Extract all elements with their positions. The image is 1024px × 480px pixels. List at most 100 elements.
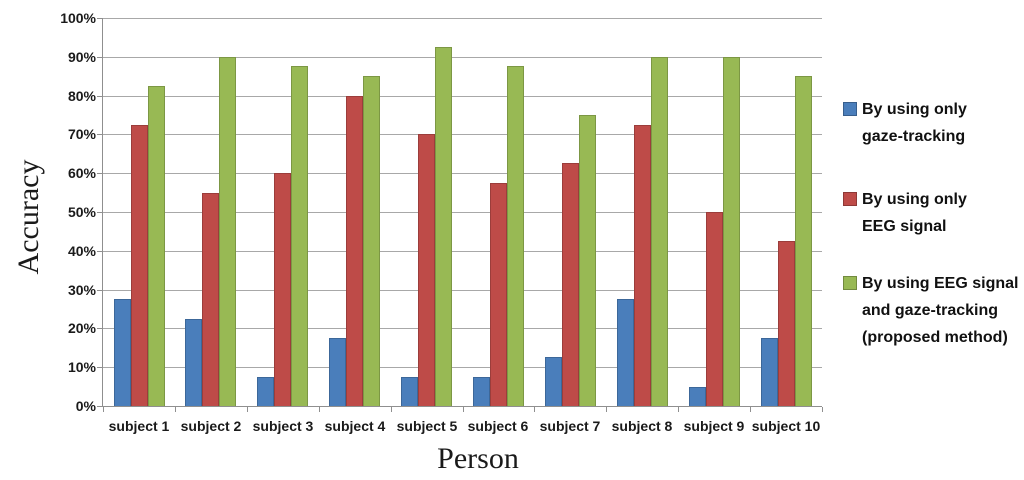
bar-subject-10-series-3 xyxy=(795,76,812,406)
x-axis-category-label: subject 7 xyxy=(539,418,601,434)
y-axis-tick-label: 10% xyxy=(67,359,96,375)
bar-subject-3-series-1 xyxy=(257,377,274,406)
bar-subject-9-series-1 xyxy=(689,387,706,406)
bar-subject-8-series-2 xyxy=(634,125,651,406)
y-axis-tick-70 xyxy=(97,134,102,135)
y-axis-tick-label: 30% xyxy=(67,282,96,298)
legend-label-line: EEG signal xyxy=(862,218,947,235)
y-axis-tick-60 xyxy=(97,173,102,174)
legend-entry-1: By using only gaze-tracking xyxy=(843,96,967,150)
bar-subject-3-series-2 xyxy=(274,173,291,406)
x-axis-tick-10 xyxy=(822,407,823,412)
y-axis-tick-label: 60% xyxy=(67,165,96,181)
x-axis-tick-2 xyxy=(247,407,248,412)
legend-label-line: By using EEG signal xyxy=(862,275,1019,292)
bar-subject-9-series-3 xyxy=(723,57,740,406)
legend-entry-2: By using only EEG signal xyxy=(843,186,967,240)
y-axis-tick-20 xyxy=(97,328,102,329)
bar-subject-7-series-3 xyxy=(579,115,596,406)
x-axis-tick-3 xyxy=(319,407,320,412)
x-axis-tick-9 xyxy=(750,407,751,412)
y-axis-tick-50 xyxy=(97,212,102,213)
gridline-70 xyxy=(103,134,822,135)
x-axis-tick-4 xyxy=(391,407,392,412)
x-axis-tick-0 xyxy=(103,407,104,412)
x-axis-category-label: subject 8 xyxy=(611,418,673,434)
legend-label-line: and gaze-tracking xyxy=(862,302,999,319)
bar-subject-7-series-2 xyxy=(562,163,579,406)
bar-subject-1-series-1 xyxy=(114,299,131,406)
bar-subject-3-series-3 xyxy=(291,66,308,406)
y-axis-tick-label: 40% xyxy=(67,243,96,259)
gridline-40 xyxy=(103,251,822,252)
y-axis-tick-30 xyxy=(97,290,102,291)
y-axis-tick-label: 100% xyxy=(60,10,96,26)
bar-subject-4-series-2 xyxy=(346,96,363,406)
y-axis-tick-100 xyxy=(97,18,102,19)
bar-subject-6-series-2 xyxy=(490,183,507,406)
bar-subject-1-series-2 xyxy=(131,125,148,406)
x-axis-category-label: subject 2 xyxy=(180,418,242,434)
x-axis-category-label: subject 4 xyxy=(324,418,386,434)
plot-area xyxy=(97,18,823,412)
x-axis-category-label: subject 1 xyxy=(108,418,170,434)
bar-subject-5-series-1 xyxy=(401,377,418,406)
bar-subject-4-series-1 xyxy=(329,338,346,406)
y-axis-tick-0 xyxy=(97,406,102,407)
bar-subject-2-series-2 xyxy=(202,193,219,406)
legend-entry-label: By using only EEG signal xyxy=(862,186,967,240)
bar-subject-10-series-2 xyxy=(778,241,795,406)
y-axis-tick-label: 0% xyxy=(75,398,96,414)
gridline-30 xyxy=(103,290,822,291)
gridline-20 xyxy=(103,328,822,329)
legend-label-line: (proposed method) xyxy=(862,329,1008,346)
x-axis-category-label: subject 10 xyxy=(751,418,821,434)
x-axis-category-label: subject 9 xyxy=(683,418,745,434)
y-axis-tick-90 xyxy=(97,57,102,58)
y-axis-tick-label: 80% xyxy=(67,88,96,104)
legend-color-swatch-icon xyxy=(843,102,857,116)
y-axis-tick-label: 20% xyxy=(67,320,96,336)
bar-subject-5-series-3 xyxy=(435,47,452,406)
x-axis-tick-6 xyxy=(534,407,535,412)
bar-subject-10-series-1 xyxy=(761,338,778,406)
y-axis-tick-80 xyxy=(97,96,102,97)
x-axis-tick-1 xyxy=(175,407,176,412)
x-axis-title: Person xyxy=(437,442,519,475)
x-axis-category-label: subject 3 xyxy=(252,418,314,434)
x-axis-tick-7 xyxy=(606,407,607,412)
bar-subject-9-series-2 xyxy=(706,212,723,406)
legend-entry-label: By using EEG signal and gaze-tracking (pro… xyxy=(862,270,1018,351)
bar-subject-8-series-1 xyxy=(617,299,634,406)
y-axis-tick-label: 50% xyxy=(67,204,96,220)
gridline-90 xyxy=(103,57,822,58)
y-axis-line xyxy=(102,18,103,406)
legend-label-line: By using only xyxy=(862,191,967,208)
legend-label-line: gaze-tracking xyxy=(862,128,966,145)
bar-subject-8-series-3 xyxy=(651,57,668,406)
gridline-60 xyxy=(103,173,822,174)
legend-entry-3: By using EEG signal and gaze-tracking (pro… xyxy=(843,270,1018,351)
gridline-10 xyxy=(103,367,822,368)
x-axis-category-label: subject 6 xyxy=(467,418,529,434)
x-axis-tick-5 xyxy=(463,407,464,412)
x-axis-tick-8 xyxy=(678,407,679,412)
bar-subject-7-series-1 xyxy=(545,357,562,406)
gridline-100 xyxy=(103,18,822,19)
gridline-50 xyxy=(103,212,822,213)
bar-subject-6-series-1 xyxy=(473,377,490,406)
gridline-80 xyxy=(103,96,822,97)
bar-subject-6-series-3 xyxy=(507,66,524,406)
x-axis-category-label: subject 5 xyxy=(396,418,458,434)
bar-subject-5-series-2 xyxy=(418,134,435,406)
bar-subject-2-series-3 xyxy=(219,57,236,406)
legend-label-line: By using only xyxy=(862,101,967,118)
y-axis-tick-40 xyxy=(97,251,102,252)
x-axis-line xyxy=(102,406,822,407)
y-axis-tick-10 xyxy=(97,367,102,368)
bar-subject-4-series-3 xyxy=(363,76,380,406)
legend-entry-label: By using only gaze-tracking xyxy=(862,96,967,150)
y-axis-tick-label: 90% xyxy=(67,49,96,65)
legend-color-swatch-icon xyxy=(843,192,857,206)
